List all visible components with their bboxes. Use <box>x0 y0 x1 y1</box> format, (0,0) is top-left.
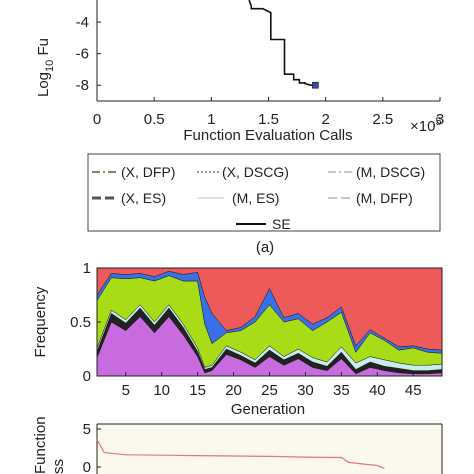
top-x-exponent: ×105 <box>410 116 442 135</box>
middle-y-axis-label: Frequency <box>32 286 49 357</box>
bottom-plot-background <box>97 424 442 474</box>
bottom-y-tick-label: 5 <box>83 421 91 438</box>
middle-x-tick-label: 45 <box>405 382 422 399</box>
legend-label-m-es: (M, ES) <box>232 190 279 206</box>
legend-entry-x-es: (X, ES) <box>92 190 166 206</box>
middle-panel: 00.51 5 10 15 20 25 30 35 40 45 Frequency Genera… <box>32 260 443 418</box>
middle-y-tick-label: 0.5 <box>70 314 91 331</box>
top-panel: -4 -6 -8 0 0.5 1 1.5 2 2.5 3 Log10 Fu Function E… <box>35 0 444 144</box>
top-x-tick-label: 0.5 <box>144 111 165 128</box>
legend: (X, DFP) (X, DSCG) (M, DSCG) (X, ES) (M,… <box>87 153 441 232</box>
bottom-y-tick-label: 0 <box>83 459 91 474</box>
top-y-axis-label-rest: Fu <box>35 38 52 60</box>
top-x-tick-label: 3 <box>436 111 444 128</box>
top-x-exponent-base: ×10 <box>410 118 435 135</box>
middle-x-tick-label: 35 <box>333 382 350 399</box>
legend-label-m-dscg: (M, DSCG) <box>356 164 425 180</box>
top-y-axis-label: Log10 Fu <box>35 38 56 97</box>
middle-y-tick-label: 1 <box>83 260 91 277</box>
top-x-ticks: 0 0.5 1 1.5 2 2.5 3 <box>93 97 444 128</box>
bottom-panel: 50 Function ss <box>32 416 443 474</box>
middle-x-axis-label: Generation <box>231 401 305 418</box>
top-y-tick-label: -6 <box>76 46 89 63</box>
top-y-tick-label: -4 <box>76 14 89 31</box>
middle-x-tick-label: 25 <box>261 382 278 399</box>
top-y-ticks: -4 -6 -8 <box>76 14 101 94</box>
middle-y-ticks: 00.51 <box>70 260 101 385</box>
middle-x-tick-label: 10 <box>153 382 170 399</box>
legend-entry-m-dscg: (M, DSCG) <box>328 164 425 180</box>
top-y-axis-label-base: Log <box>35 72 52 97</box>
bottom-series-group <box>96 439 385 470</box>
top-y-axis-label-subscript: 10 <box>44 60 56 72</box>
legend-label-se: SE <box>272 216 291 232</box>
middle-x-tick-label: 20 <box>225 382 242 399</box>
top-x-tick-label: 2.5 <box>372 111 393 128</box>
bottom-y-axis-label: Function <box>32 416 49 474</box>
legend-entry-x-dscg: (X, DSCG) <box>197 164 289 180</box>
legend-entry-m-es: (M, ES) <box>197 190 279 206</box>
top-x-tick-label: 2 <box>321 111 329 128</box>
bottom-y-axis-label-line2: ss <box>50 459 67 474</box>
bottom-y-ticks: 50 <box>83 421 101 474</box>
series-end-marker <box>312 81 319 89</box>
top-x-tick-label: 1.5 <box>258 111 279 128</box>
legend-entry-se: SE <box>236 216 291 232</box>
legend-box <box>87 153 441 232</box>
bottom-series-line <box>96 439 385 470</box>
legend-label-x-es: (X, ES) <box>121 190 166 206</box>
legend-label-x-dfp: (X, DFP) <box>121 164 175 180</box>
middle-y-tick-label: 0 <box>83 368 91 385</box>
top-x-axis-label: Function Evaluation Calls <box>183 127 352 144</box>
frequency-area-group <box>96 267 443 377</box>
middle-x-tick-label: 40 <box>369 382 386 399</box>
middle-x-ticks: 5 10 15 20 25 30 35 40 45 <box>122 372 422 399</box>
top-series-group <box>248 0 319 89</box>
top-x-tick-label: 1 <box>207 111 215 128</box>
middle-x-tick-label: 30 <box>297 382 314 399</box>
series-line-se <box>248 0 316 86</box>
legend-entry-x-dfp: (X, DFP) <box>92 164 175 180</box>
legend-entry-m-dfp: (M, DFP) <box>328 190 413 206</box>
middle-x-tick-label: 5 <box>122 382 130 399</box>
panel-a-caption: (a) <box>256 239 274 256</box>
middle-x-tick-label: 15 <box>189 382 206 399</box>
legend-label-x-dscg: (X, DSCG) <box>222 164 289 180</box>
top-y-tick-label: -8 <box>76 77 89 94</box>
top-x-tick-label: 0 <box>93 111 101 128</box>
legend-label-m-dfp: (M, DFP) <box>356 190 413 206</box>
top-x-exponent-power: 5 <box>435 116 441 128</box>
